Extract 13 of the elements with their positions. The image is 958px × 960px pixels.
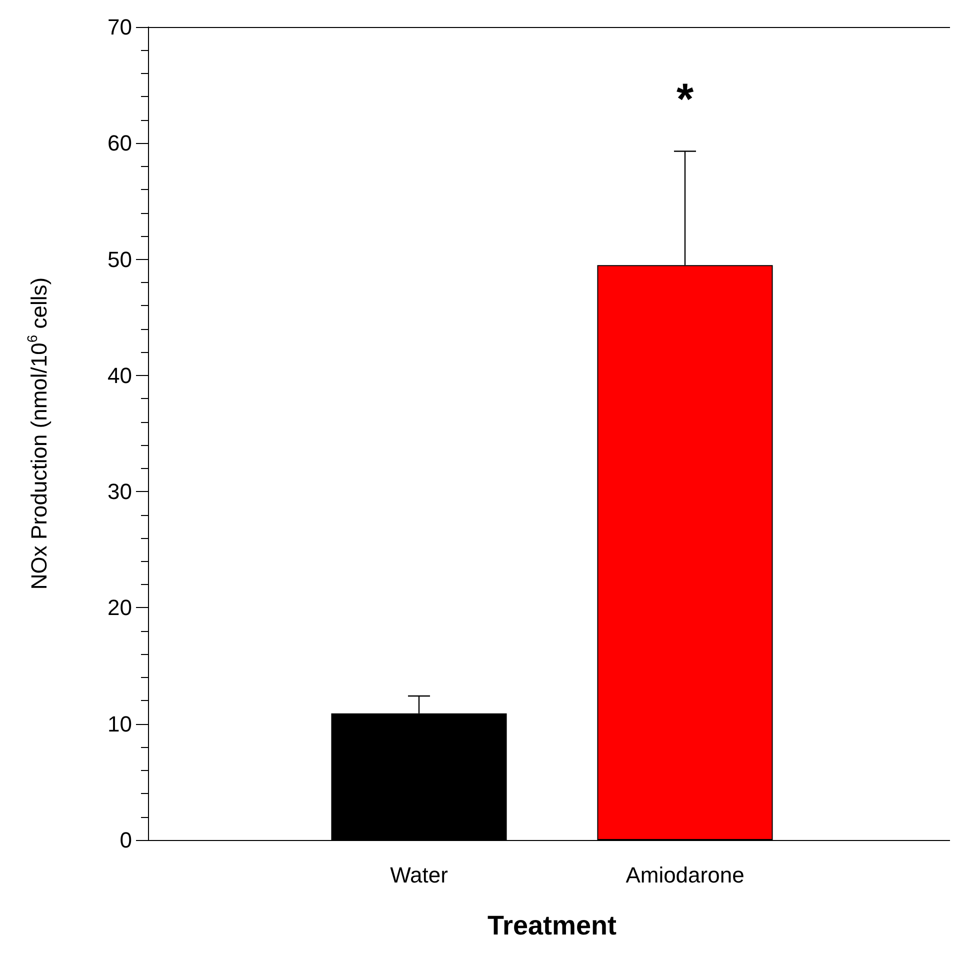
y-tick-label: 40 [108, 362, 132, 388]
x-axis-title: Treatment [487, 910, 617, 940]
y-tick-label: 60 [108, 130, 132, 156]
y-tick-label: 70 [108, 14, 132, 40]
y-tick-label: 50 [108, 246, 132, 272]
x-tick-label: Amiodarone [626, 862, 744, 888]
y-axis-title: NOx Production (nmol/106 cells) [24, 277, 52, 590]
y-tick-label: 0 [120, 828, 132, 852]
y-tick-label: 10 [108, 711, 132, 736]
x-tick-label: Water [390, 862, 448, 888]
y-tick-label: 30 [108, 479, 132, 504]
annotation: * [676, 74, 694, 124]
y-tick-label: 20 [108, 595, 132, 620]
